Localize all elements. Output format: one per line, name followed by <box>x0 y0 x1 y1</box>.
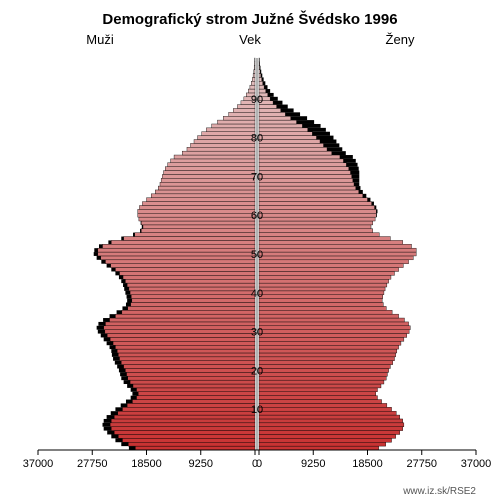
source-label: www.iz.sk/RSE2 <box>402 486 476 497</box>
x-tick-left-2: 18500 <box>131 458 162 470</box>
x-tick-right: 9250 <box>301 458 325 470</box>
right-header: Ženy <box>386 32 415 47</box>
y-tick-60: 60 <box>251 210 263 222</box>
y-tick-80: 80 <box>251 133 263 145</box>
center-header: Vek <box>239 32 261 47</box>
y-tick-50: 50 <box>251 249 263 261</box>
y-tick-90: 90 <box>251 94 263 106</box>
axes-group: 0925018500277503700009250185002775037000… <box>23 58 492 470</box>
population-pyramid-chart: Demografický strom Južné Švédsko 1996 Mu… <box>0 0 500 500</box>
x-tick-right: 37000 <box>461 458 492 470</box>
x-tick-right: 18500 <box>352 458 383 470</box>
x-tick-left-1: 9250 <box>189 458 213 470</box>
x-tick-left-3: 27750 <box>77 458 108 470</box>
x-tick-right: 0 <box>256 458 262 470</box>
x-tick-right: 27750 <box>406 458 437 470</box>
left-header: Muži <box>86 32 114 47</box>
x-tick-left-4: 37000 <box>23 458 54 470</box>
y-tick-10: 10 <box>251 404 263 416</box>
y-tick-70: 70 <box>251 171 263 183</box>
y-tick-40: 40 <box>251 288 263 300</box>
chart-title: Demografický strom Južné Švédsko 1996 <box>102 10 397 28</box>
y-tick-30: 30 <box>251 327 263 339</box>
y-tick-20: 20 <box>251 365 263 377</box>
